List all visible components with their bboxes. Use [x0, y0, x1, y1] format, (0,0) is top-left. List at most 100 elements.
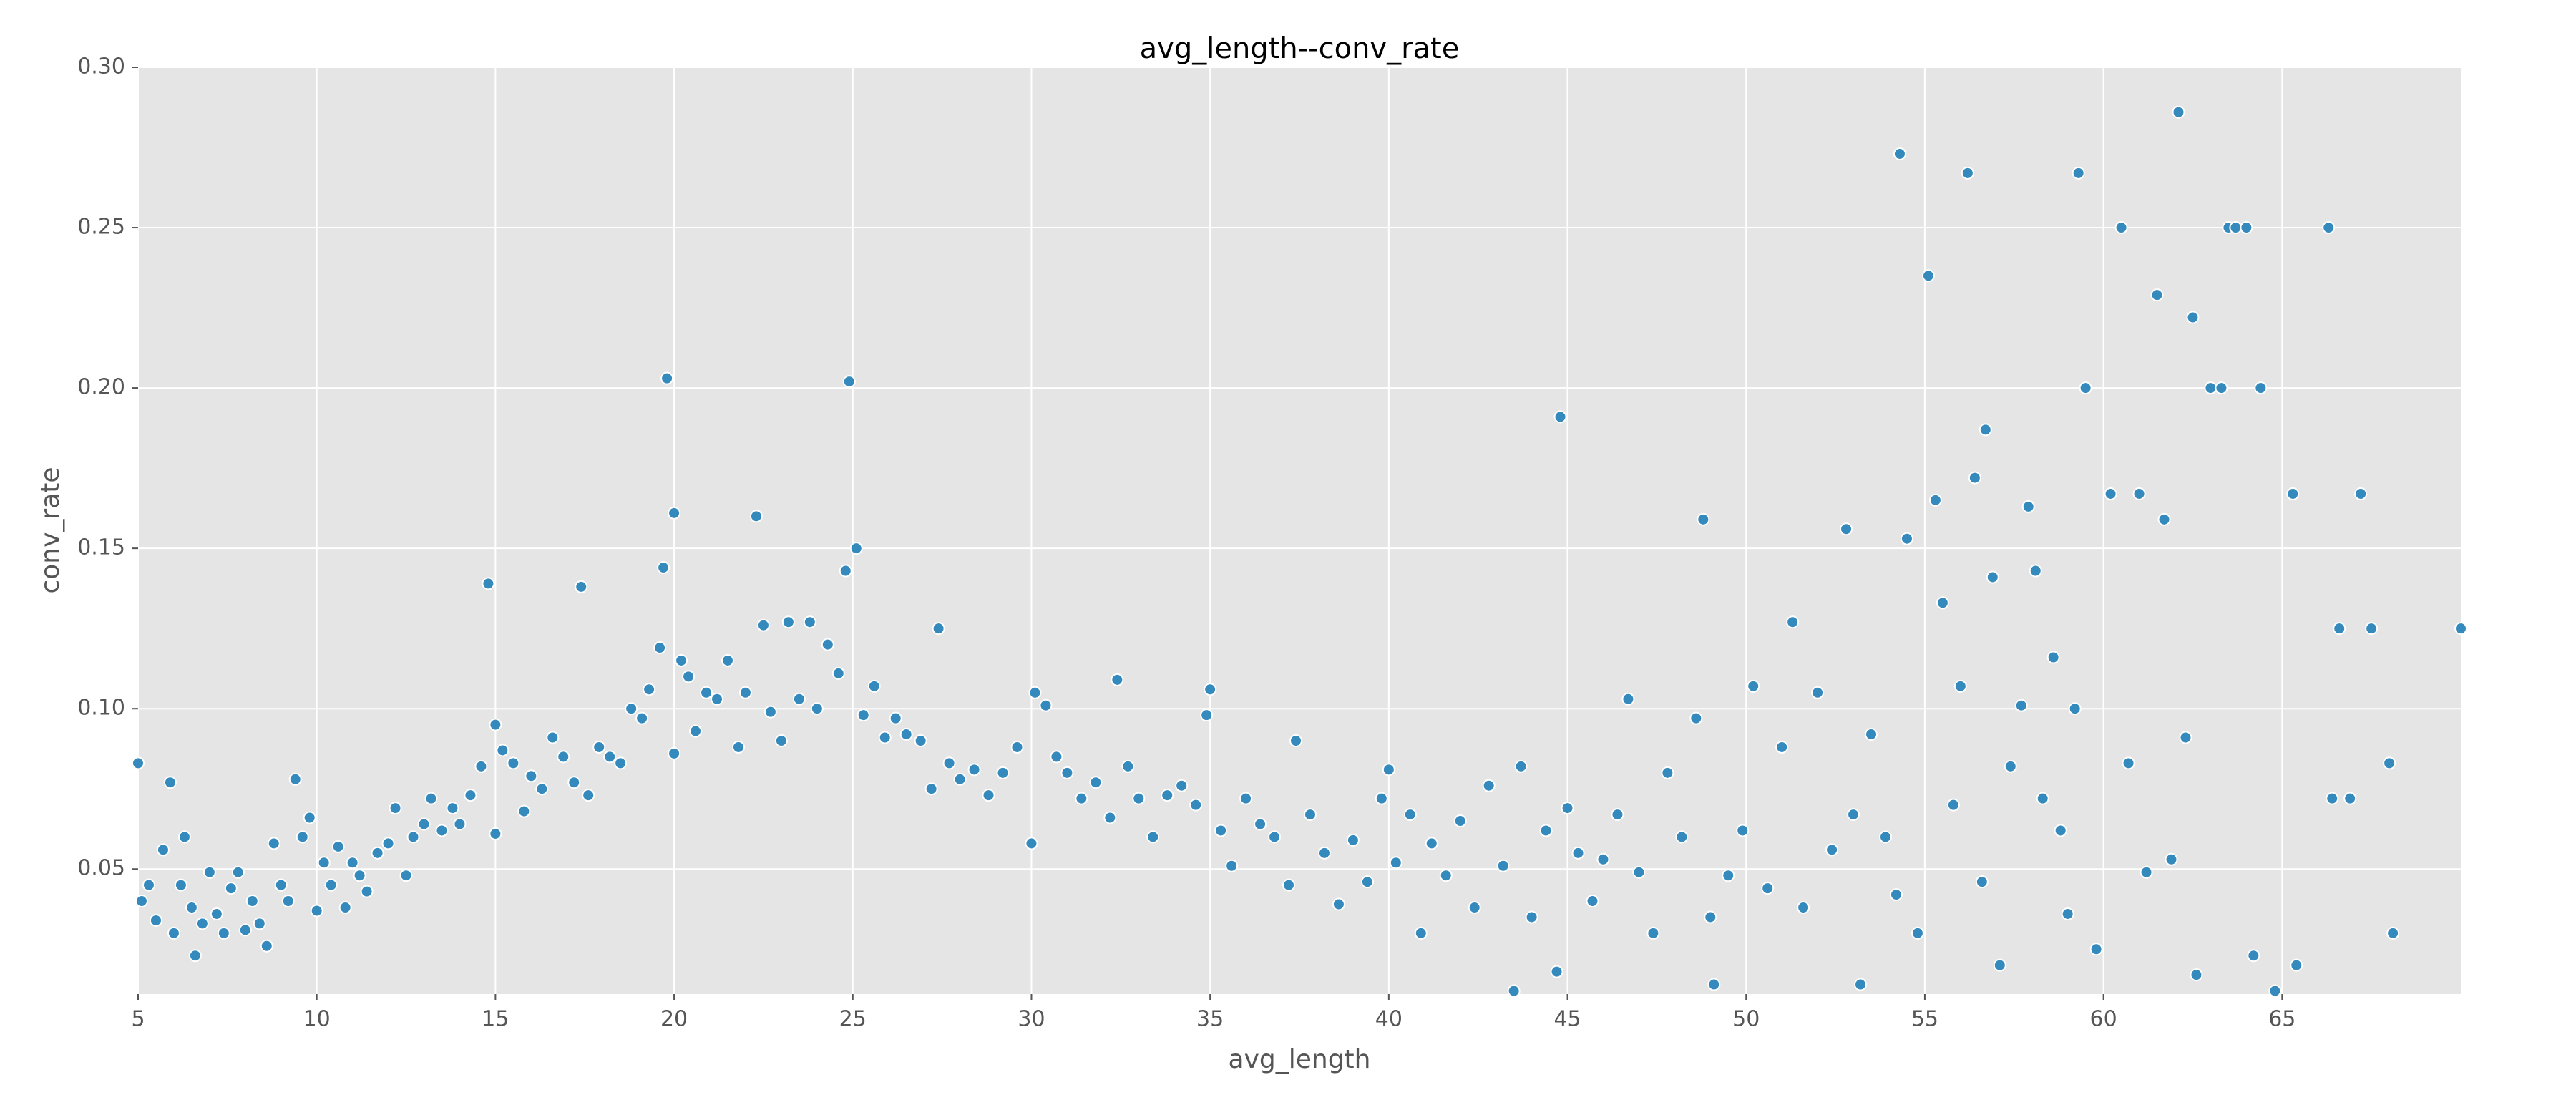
y-tick-label: 0.15: [77, 535, 125, 560]
point: [1175, 779, 1189, 792]
point: [1382, 763, 1395, 777]
point: [238, 923, 252, 937]
point: [288, 772, 302, 786]
point: [2089, 943, 2103, 956]
point: [2068, 702, 2082, 716]
point: [1825, 843, 1839, 857]
point: [1689, 711, 1703, 725]
point: [1146, 830, 1160, 844]
x-tick-label: 5: [131, 1007, 145, 1032]
y-tick-label: 0.05: [77, 856, 125, 881]
point: [210, 907, 223, 920]
point: [721, 653, 734, 667]
point: [217, 926, 230, 940]
point: [2247, 949, 2260, 963]
point: [1482, 779, 1496, 792]
point: [1571, 846, 1585, 860]
point: [889, 711, 902, 725]
point: [406, 830, 420, 844]
point: [482, 577, 495, 590]
y-tick-label: 0.20: [77, 375, 125, 400]
point: [2072, 166, 2085, 180]
point: [1611, 808, 1624, 822]
x-tick-label: 65: [2268, 1007, 2296, 1032]
point: [1553, 410, 1567, 424]
point: [324, 878, 338, 892]
point: [967, 763, 981, 777]
point: [557, 750, 570, 764]
point: [1736, 824, 1750, 837]
point: [338, 901, 352, 915]
point: [2254, 381, 2268, 395]
point: [924, 782, 938, 796]
point: [1507, 984, 1521, 998]
point: [567, 776, 581, 789]
point: [2268, 984, 2282, 998]
point: [1050, 750, 1063, 764]
point: [1675, 830, 1689, 844]
point: [1303, 808, 1317, 822]
point: [982, 789, 995, 802]
point: [317, 856, 331, 870]
point: [643, 683, 656, 696]
point: [1453, 814, 1467, 828]
point: [1103, 811, 1117, 824]
point: [1317, 846, 1331, 860]
point: [2215, 381, 2228, 395]
point: [1722, 869, 1735, 882]
point: [1214, 824, 1228, 837]
point: [849, 542, 863, 555]
point: [2046, 651, 2060, 664]
point: [2014, 699, 2028, 712]
point: [2179, 731, 2192, 744]
point: [2326, 792, 2339, 805]
point: [1621, 692, 1635, 706]
point: [1089, 776, 1103, 789]
point: [1439, 869, 1453, 882]
point: [756, 618, 770, 632]
point: [914, 734, 927, 748]
point: [2029, 564, 2042, 578]
point: [1840, 522, 1853, 536]
point: [1561, 802, 1574, 815]
point: [792, 692, 806, 706]
point: [203, 865, 216, 879]
point: [2290, 958, 2303, 972]
point: [711, 692, 724, 706]
point: [489, 827, 502, 840]
point: [1550, 965, 1563, 978]
point: [1121, 759, 1135, 773]
point: [1921, 269, 1935, 283]
point: [774, 734, 788, 748]
point: [267, 837, 280, 850]
x-tick-label: 25: [839, 1007, 867, 1032]
point: [2365, 622, 2379, 636]
point: [1953, 679, 1967, 693]
point: [303, 811, 316, 824]
point: [546, 731, 560, 744]
point: [2343, 792, 2357, 805]
point: [2333, 622, 2346, 636]
point: [2004, 759, 2017, 773]
point: [1132, 792, 1146, 805]
point: [525, 769, 538, 783]
point: [582, 789, 595, 802]
point: [1646, 926, 1660, 940]
point: [842, 375, 856, 389]
point: [603, 750, 617, 764]
point: [163, 776, 177, 789]
point: [435, 824, 449, 837]
point: [2229, 221, 2243, 235]
point: [1786, 615, 1800, 629]
point: [1928, 493, 1942, 507]
point: [1747, 679, 1760, 693]
point: [224, 882, 238, 895]
point: [1496, 859, 1510, 872]
point: [635, 711, 649, 725]
point: [167, 926, 180, 940]
point: [453, 817, 467, 831]
x-tick-label: 60: [2090, 1007, 2117, 1032]
point: [149, 913, 162, 927]
point: [614, 756, 628, 770]
